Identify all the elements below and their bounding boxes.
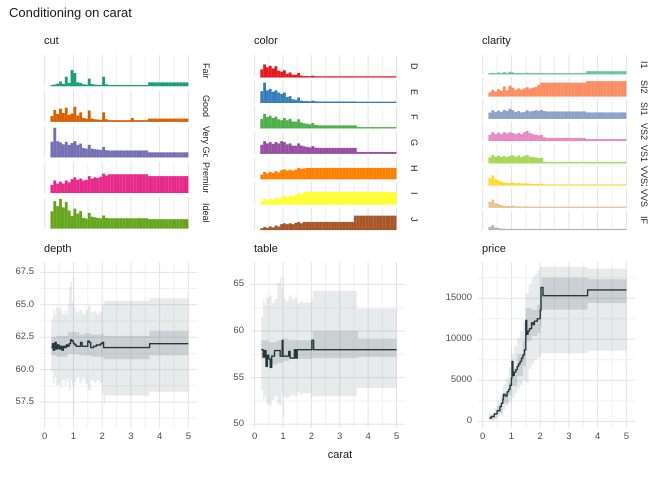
strip-clarity-vvs2 bbox=[482, 166, 627, 186]
depth-band-inner bbox=[51, 330, 189, 360]
table-line bbox=[261, 339, 397, 369]
strip-clarity-vvs1 bbox=[482, 188, 627, 208]
panel-title-depth: depth bbox=[44, 243, 72, 255]
x-axis-label: carat bbox=[327, 449, 353, 461]
strip-color-e bbox=[254, 80, 397, 103]
strip-clarity-si2 bbox=[482, 77, 627, 97]
panel-title-table: table bbox=[254, 243, 278, 255]
panel-title-price: price bbox=[482, 243, 506, 255]
strip-cut-very-good bbox=[44, 126, 189, 158]
panel-title-color: color bbox=[254, 35, 278, 47]
strip-clarity-vs2 bbox=[482, 121, 627, 142]
price-band-outer bbox=[489, 266, 627, 421]
strip-clarity-i1 bbox=[482, 55, 627, 75]
panel-title-cut: cut bbox=[44, 35, 59, 47]
figure-title: Conditioning on carat bbox=[9, 5, 132, 20]
panel-title-clarity: clarity bbox=[482, 35, 511, 47]
strip-clarity-vs1 bbox=[482, 144, 627, 164]
panel-table bbox=[250, 262, 405, 428]
strip-color-h bbox=[254, 156, 397, 180]
depth-line bbox=[51, 339, 189, 351]
strip-color-d bbox=[254, 55, 397, 78]
strip-cut-ideal bbox=[44, 197, 189, 229]
price-band-inner bbox=[489, 277, 627, 420]
strip-color-f bbox=[254, 105, 397, 129]
strip-cut-good bbox=[44, 90, 189, 122]
panel-depth bbox=[40, 262, 197, 428]
table-band-outer bbox=[261, 276, 397, 417]
strip-clarity-si1 bbox=[482, 99, 627, 119]
strip-color-i bbox=[254, 182, 397, 205]
price-line bbox=[489, 286, 627, 419]
strip-cut-fair bbox=[44, 55, 189, 87]
strip-clarity-if bbox=[482, 210, 627, 231]
strip-color-g bbox=[254, 131, 397, 154]
depth-band-outer bbox=[51, 276, 189, 417]
strip-cut-premium bbox=[44, 161, 189, 193]
strip-color-j bbox=[254, 207, 397, 231]
panel-price bbox=[478, 262, 635, 428]
